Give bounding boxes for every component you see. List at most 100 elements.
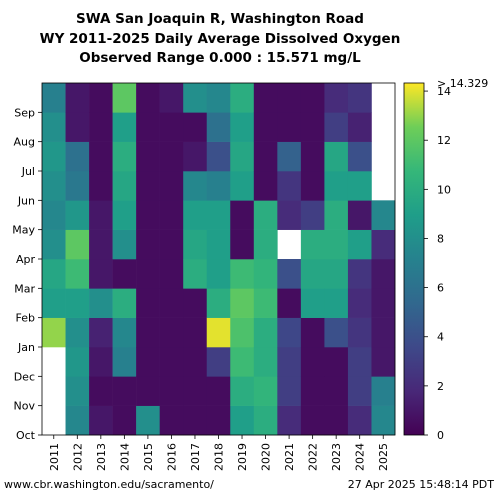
heatmap-cell: [347, 83, 372, 113]
heatmap-cell: [183, 229, 208, 260]
heatmap-cell: [253, 317, 278, 348]
heatmap-cell: [112, 200, 137, 230]
heatmap-cell: [89, 288, 113, 318]
heatmap-cell: [300, 141, 325, 172]
heatmap-cell: [277, 171, 302, 201]
y-tick-label: Jul: [21, 165, 35, 178]
colorbar-tick-label: 2: [437, 380, 444, 393]
heatmap-cell: [277, 200, 302, 230]
colorbar-over-label: > 14.329: [437, 77, 488, 90]
heatmap-cell: [112, 317, 137, 348]
heatmap-cell: [324, 317, 349, 348]
heatmap-cell: [206, 171, 231, 201]
heatmap-cell: [65, 347, 90, 377]
heatmap-cell: [65, 141, 90, 172]
heatmap-cell: [230, 229, 255, 260]
heatmap-cell: [159, 112, 184, 142]
heatmap-cell: [230, 83, 255, 113]
footer-source: www.cbr.washington.edu/sacramento/: [4, 478, 214, 491]
colorbar-tick-label: 4: [437, 331, 444, 344]
heatmap-cell: [112, 141, 137, 172]
heatmap-cell: [183, 347, 208, 377]
heatmap-cell: [65, 317, 90, 348]
heatmap-cell: [371, 317, 396, 348]
heatmap-cell: [159, 200, 184, 230]
heatmap-cell: [89, 347, 113, 377]
heatmap-cell: [347, 376, 372, 406]
heatmap-cell: [159, 83, 184, 113]
heatmap-cell: [371, 405, 396, 436]
heatmap-cell: [347, 347, 372, 377]
heatmap-cell: [183, 376, 208, 406]
heatmap-cell: [277, 405, 302, 436]
heatmap-cell: [277, 376, 302, 406]
colorbar-tick-label: 0: [437, 429, 444, 442]
heatmap-cell: [347, 200, 372, 230]
x-tick-label: 2013: [95, 443, 108, 471]
chart-title-line1: SWA San Joaquin R, Washington Road: [76, 11, 364, 27]
footer-timestamp: 27 Apr 2025 15:48:14 PDT: [347, 478, 494, 491]
heatmap-cell: [65, 405, 90, 436]
x-tick-label: 2024: [354, 443, 367, 471]
heatmap-cell: [112, 376, 137, 406]
heatmap-cell: [65, 171, 90, 201]
heatmap-cell: [300, 405, 325, 436]
heatmap-cell: [371, 347, 396, 377]
y-tick-label: Nov: [14, 400, 36, 413]
heatmap-cell: [230, 376, 255, 406]
heatmap-cell: [300, 112, 325, 142]
heatmap-cell: [253, 229, 278, 260]
heatmap-cell: [206, 200, 231, 230]
heatmap-cell: [230, 347, 255, 377]
heatmap-cell: [324, 376, 349, 406]
x-tick-label: 2014: [118, 443, 131, 471]
heatmap-cell: [300, 317, 325, 348]
heatmap-cell: [112, 112, 137, 142]
heatmap-cell: [183, 171, 208, 201]
heatmap-cell: [136, 171, 160, 201]
heatmap-cell: [112, 259, 137, 289]
heatmap-cell: [253, 259, 278, 289]
heatmap-cell: [136, 405, 160, 436]
x-tick-label: 2015: [142, 443, 155, 471]
heatmap-cell: [300, 229, 325, 260]
heatmap-cell: [183, 83, 208, 113]
heatmap-cell: [206, 347, 231, 377]
heatmap-cell: [159, 259, 184, 289]
heatmap-cell: [206, 229, 231, 260]
heatmap-cell: [42, 83, 66, 113]
heatmap-cell: [183, 317, 208, 348]
heatmap-cell: [112, 83, 137, 113]
heatmap-cell: [230, 317, 255, 348]
heatmap-cell: [89, 229, 113, 260]
colorbar-tick-label: 10: [437, 183, 451, 196]
heatmap-cell: [324, 171, 349, 201]
x-tick-label: 2017: [189, 443, 202, 471]
heatmap-cell: [300, 259, 325, 289]
heatmap-cell: [159, 376, 184, 406]
heatmap-cell: [136, 376, 160, 406]
colorbar: [403, 82, 425, 436]
heatmap-cell: [206, 83, 231, 113]
heatmap-cell: [112, 288, 137, 318]
x-tick-label: 2019: [236, 443, 249, 471]
y-axis: Oct Nov Dec Jan Feb Mar Apr May Jun Jul Aug Sep: [12, 106, 42, 442]
heatmap-cell: [347, 229, 372, 260]
heatmap-cell: [230, 141, 255, 172]
heatmap-cell: [65, 288, 90, 318]
heatmap-cell: [371, 288, 396, 318]
chart-title-line3: Observed Range 0.000 : 15.571 mg/L: [79, 50, 361, 66]
heatmap-cell: [42, 259, 66, 289]
heatmap-cell: [89, 112, 113, 142]
heatmap-cell: [42, 229, 66, 260]
heatmap-cell: [206, 288, 231, 318]
x-tick-label: 2025: [377, 443, 390, 471]
heatmap-cell: [230, 405, 255, 436]
heatmap-cell: [136, 83, 160, 113]
x-tick-label: 2012: [71, 443, 84, 471]
heatmap-cell: [65, 259, 90, 289]
heatmap-cell: [371, 200, 396, 230]
heatmap-cell: [89, 83, 113, 113]
heatmap-cell: [253, 405, 278, 436]
heatmap-cell: [183, 259, 208, 289]
